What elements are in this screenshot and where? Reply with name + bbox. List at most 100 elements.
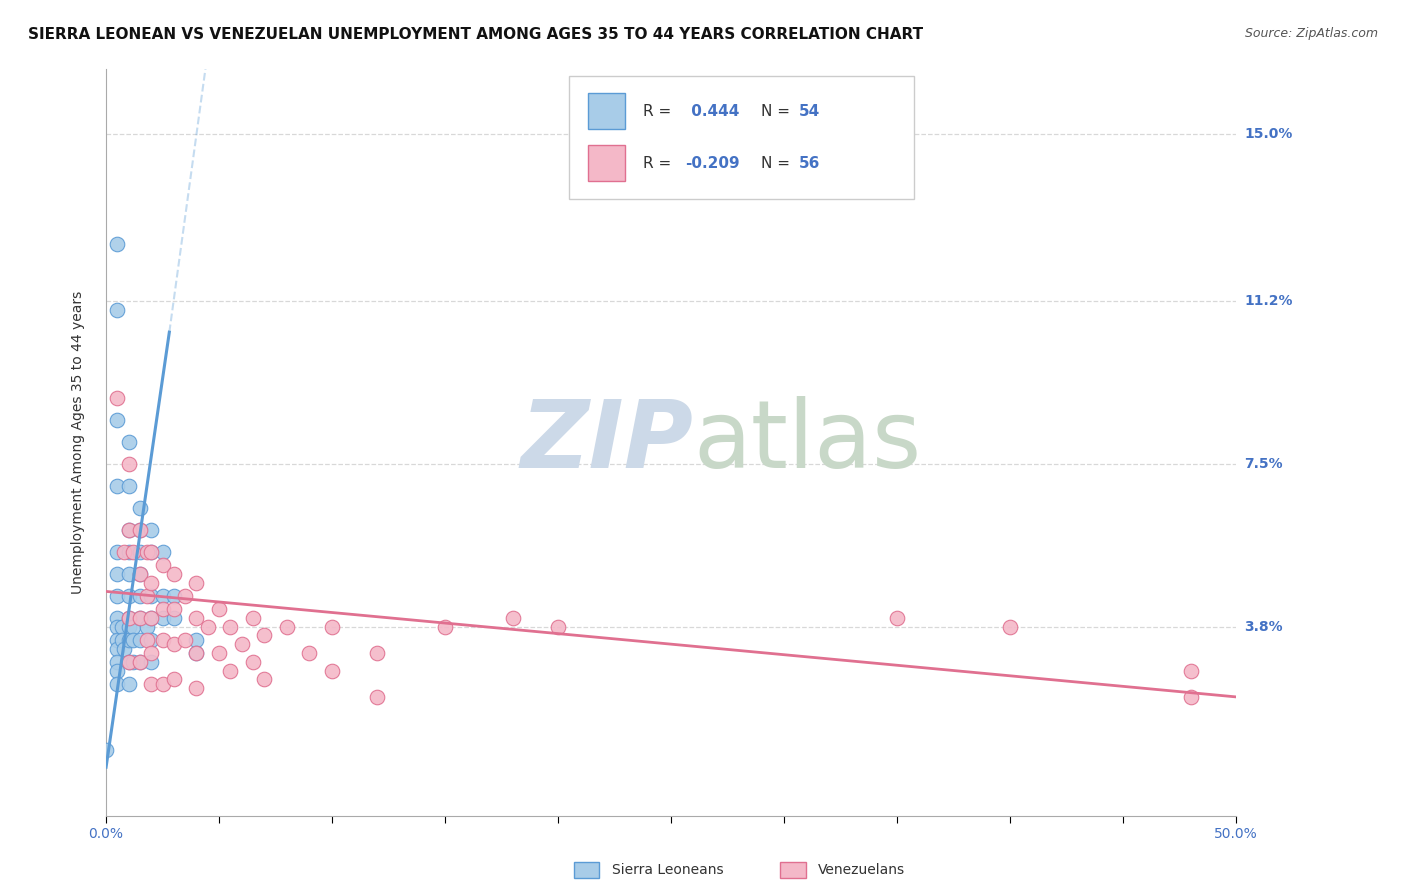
Text: atlas: atlas (693, 396, 922, 488)
Point (105, 237, 128, 252)
Point (152, 676, 174, 690)
Point (174, 589, 197, 603)
Text: -0.209: -0.209 (686, 156, 740, 171)
Point (152, 602, 174, 616)
Point (112, 545, 135, 559)
Point (886, 611, 908, 625)
Point (141, 611, 163, 625)
Point (135, 589, 157, 603)
Point (242, 655, 264, 669)
Point (433, 619, 456, 633)
Text: 56: 56 (799, 156, 820, 171)
Text: Venezuelans: Venezuelans (818, 863, 905, 877)
Point (186, 681, 208, 695)
Point (219, 664, 242, 678)
Text: Source: ZipAtlas.com: Source: ZipAtlas.com (1244, 27, 1378, 40)
Point (135, 619, 157, 633)
Point (112, 641, 135, 656)
Text: R =: R = (643, 156, 676, 171)
Point (174, 632, 197, 647)
Point (129, 589, 152, 603)
Point (105, 676, 128, 690)
Point (129, 566, 152, 581)
Point (141, 611, 163, 625)
Point (141, 632, 163, 647)
Point (129, 566, 152, 581)
Point (141, 545, 163, 559)
Point (118, 619, 141, 633)
Text: N =: N = (761, 156, 796, 171)
Point (208, 646, 231, 660)
Text: 0.444: 0.444 (686, 103, 740, 119)
Point (547, 619, 569, 633)
Point (231, 637, 253, 651)
Point (105, 479, 128, 493)
Point (111, 632, 134, 647)
Point (118, 611, 141, 625)
Point (135, 545, 157, 559)
Point (129, 655, 152, 669)
Point (105, 664, 128, 678)
Point (141, 523, 163, 537)
Point (163, 602, 186, 616)
Point (253, 673, 276, 687)
Point (118, 676, 141, 690)
Point (163, 637, 186, 651)
Point (118, 566, 141, 581)
Point (141, 646, 163, 660)
Point (321, 619, 343, 633)
Point (129, 632, 152, 647)
Text: N =: N = (761, 103, 796, 119)
Point (152, 558, 174, 572)
Text: ZIP: ZIP (520, 396, 693, 488)
Point (118, 523, 141, 537)
Point (186, 611, 208, 625)
Text: 15.0%: 15.0% (1244, 128, 1292, 142)
Point (186, 646, 208, 660)
Point (242, 611, 264, 625)
Point (152, 611, 174, 625)
Point (105, 413, 128, 427)
Point (118, 523, 141, 537)
Point (141, 589, 163, 603)
Point (163, 589, 186, 603)
Point (129, 611, 152, 625)
Point (105, 611, 128, 625)
Point (186, 646, 208, 660)
Point (163, 673, 186, 687)
Point (152, 545, 174, 559)
Point (122, 655, 145, 669)
Point (163, 566, 186, 581)
Point (141, 655, 163, 669)
Point (502, 611, 524, 625)
Point (111, 619, 134, 633)
Point (129, 611, 152, 625)
Point (366, 690, 388, 704)
Point (141, 575, 163, 590)
Point (186, 575, 208, 590)
Point (366, 646, 388, 660)
Point (208, 602, 231, 616)
Text: 3.8%: 3.8% (1244, 620, 1282, 633)
Point (118, 545, 141, 559)
Point (129, 523, 152, 537)
Point (141, 676, 163, 690)
Text: 54: 54 (799, 103, 820, 119)
Point (105, 566, 128, 581)
Text: SIERRA LEONEAN VS VENEZUELAN UNEMPLOYMENT AMONG AGES 35 TO 44 YEARS CORRELATION : SIERRA LEONEAN VS VENEZUELAN UNEMPLOYMEN… (28, 27, 924, 42)
Text: 11.2%: 11.2% (1244, 294, 1292, 309)
Point (186, 632, 208, 647)
Point (105, 632, 128, 647)
Point (94, 742, 117, 756)
Point (118, 435, 141, 450)
Point (152, 632, 174, 647)
Point (105, 619, 128, 633)
Point (118, 632, 141, 647)
Point (129, 655, 152, 669)
Point (122, 545, 145, 559)
Point (141, 545, 163, 559)
Point (118, 655, 141, 669)
Point (118, 479, 141, 493)
FancyBboxPatch shape (569, 76, 914, 199)
Point (118, 589, 141, 603)
